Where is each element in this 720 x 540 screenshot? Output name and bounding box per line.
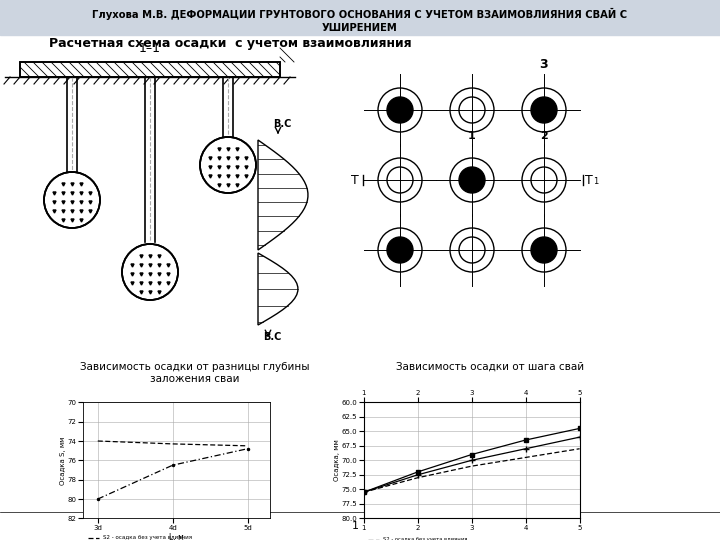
Y-axis label: Осадка S, мм: Осадка S, мм (60, 436, 66, 484)
Line: S2 - осадка без учета влияния: S2 - осадка без учета влияния (364, 449, 580, 492)
Sh2 при l>5d (521, 446, 530, 452)
Circle shape (531, 97, 557, 123)
Circle shape (522, 228, 566, 272)
Bar (0, 0, 720, 35)
Sh2 при l>5d (467, 457, 476, 463)
Bar (20, 62, 280, 77)
S2 - осадка без учета влияния (243, 443, 252, 449)
Text: В.С: В.С (263, 332, 282, 342)
Text: T: T (351, 173, 359, 186)
Text: Зависимость осадки от разницы глубины
заложения сваи: Зависимость осадки от разницы глубины за… (80, 362, 310, 383)
Bar (20, 62, 280, 77)
Sh2 при l=4d (575, 425, 584, 431)
Legend: S2 - осадка без учета влияния, Sh2 - осадка с учетом влияния: S2 - осадка без учета влияния, Sh2 - оса… (86, 533, 195, 540)
Text: Зависимость осадки от шага свай: Зависимость осадки от шага свай (396, 362, 584, 372)
Text: 1: 1 (468, 131, 476, 141)
Circle shape (459, 167, 485, 193)
Circle shape (387, 237, 413, 263)
Circle shape (531, 167, 557, 193)
Circle shape (200, 137, 256, 193)
Sh2 при l>5d (413, 471, 422, 478)
Sh2 при l>5d (359, 489, 368, 496)
Circle shape (522, 88, 566, 132)
Line: S2 - осадка без учета влияния: S2 - осадка без учета влияния (98, 441, 248, 446)
S2 - осадка без учета влияния (467, 463, 476, 469)
Text: В.С: В.С (273, 119, 292, 129)
S2 - осадка без учета влияния (359, 489, 368, 496)
Text: T: T (585, 173, 593, 186)
Circle shape (387, 97, 413, 123)
Text: Глухова М.В. ДЕФОРМАЦИИ ГРУНТОВОГО ОСНОВАНИЯ С УЧЕТОМ ВЗАИМОВЛИЯНИЯ СВАЙ С: Глухова М.В. ДЕФОРМАЦИИ ГРУНТОВОГО ОСНОВ… (92, 8, 628, 20)
Circle shape (122, 244, 178, 300)
Text: 1: 1 (351, 521, 359, 531)
S2 - осадка без учета влияния (94, 438, 102, 444)
Circle shape (378, 88, 422, 132)
Text: Расчетная схема осадки  с учетом взаимовлияния: Расчетная схема осадки с учетом взаимовл… (49, 37, 411, 50)
Line: Sh2 при l=4d: Sh2 при l=4d (362, 427, 581, 494)
Circle shape (522, 158, 566, 202)
Sh2 - осадка с учетом влияния (243, 446, 252, 452)
Polygon shape (258, 140, 308, 250)
Sh2 при l=4d (413, 469, 422, 475)
Legend: S2 - осадка без учета влияния, Sh2 при l>5d, Sh2 при l=4d: S2 - осадка без учета влияния, Sh2 при l… (366, 535, 469, 540)
Sh2 - осадка с учетом влияния (94, 496, 102, 502)
Circle shape (450, 228, 494, 272)
Circle shape (378, 228, 422, 272)
Text: 2: 2 (540, 131, 548, 141)
Sh2 - осадка с учетом влияния (168, 462, 177, 468)
Circle shape (531, 237, 557, 263)
Circle shape (378, 158, 422, 202)
S2 - осадка без учета влияния (168, 441, 177, 447)
S2 - осадка без учета влияния (575, 446, 584, 452)
Circle shape (450, 158, 494, 202)
Sh2 при l=4d (521, 437, 530, 443)
X-axis label: L, м: L, м (169, 534, 184, 540)
Circle shape (387, 167, 413, 193)
Line: Sh2 при l>5d: Sh2 при l>5d (361, 434, 582, 495)
Sh2 при l=4d (359, 489, 368, 496)
Text: 1–1: 1–1 (139, 42, 161, 55)
Text: УШИРЕНИЕМ: УШИРЕНИЕМ (322, 23, 398, 33)
Sh2 при l>5d (575, 434, 584, 441)
Circle shape (459, 97, 485, 123)
Sh2 при l=4d (467, 451, 476, 458)
Line: Sh2 - осадка с учетом влияния: Sh2 - осадка с учетом влияния (96, 448, 248, 500)
Circle shape (450, 88, 494, 132)
Text: 1: 1 (593, 178, 598, 186)
S2 - осадка без учета влияния (413, 475, 422, 481)
Circle shape (44, 172, 100, 228)
Text: 3: 3 (540, 58, 549, 71)
Y-axis label: Осадка, мм: Осадка, мм (334, 440, 341, 481)
Polygon shape (258, 253, 298, 325)
S2 - осадка без учета влияния (521, 454, 530, 461)
Circle shape (459, 237, 485, 263)
